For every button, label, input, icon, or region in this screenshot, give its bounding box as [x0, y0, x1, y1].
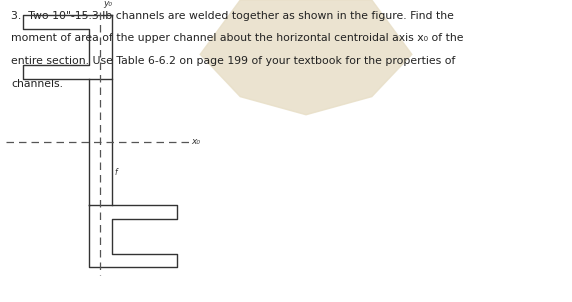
Text: moment of area of the upper channel about the horizontal centroidal axis x₀ of t: moment of area of the upper channel abou… [11, 33, 464, 43]
Text: y₀: y₀ [103, 0, 112, 8]
Text: channels.: channels. [11, 79, 63, 88]
Text: x₀: x₀ [192, 137, 201, 146]
Text: 3.  Two 10"-15.3 lb channels are welded together as shown in the figure. Find th: 3. Two 10"-15.3 lb channels are welded t… [11, 11, 454, 21]
Polygon shape [200, 0, 412, 115]
Text: entire section. Use Table 6-6.2 on page 199 of your textbook for the properties : entire section. Use Table 6-6.2 on page … [11, 56, 456, 66]
Text: f: f [114, 168, 117, 177]
